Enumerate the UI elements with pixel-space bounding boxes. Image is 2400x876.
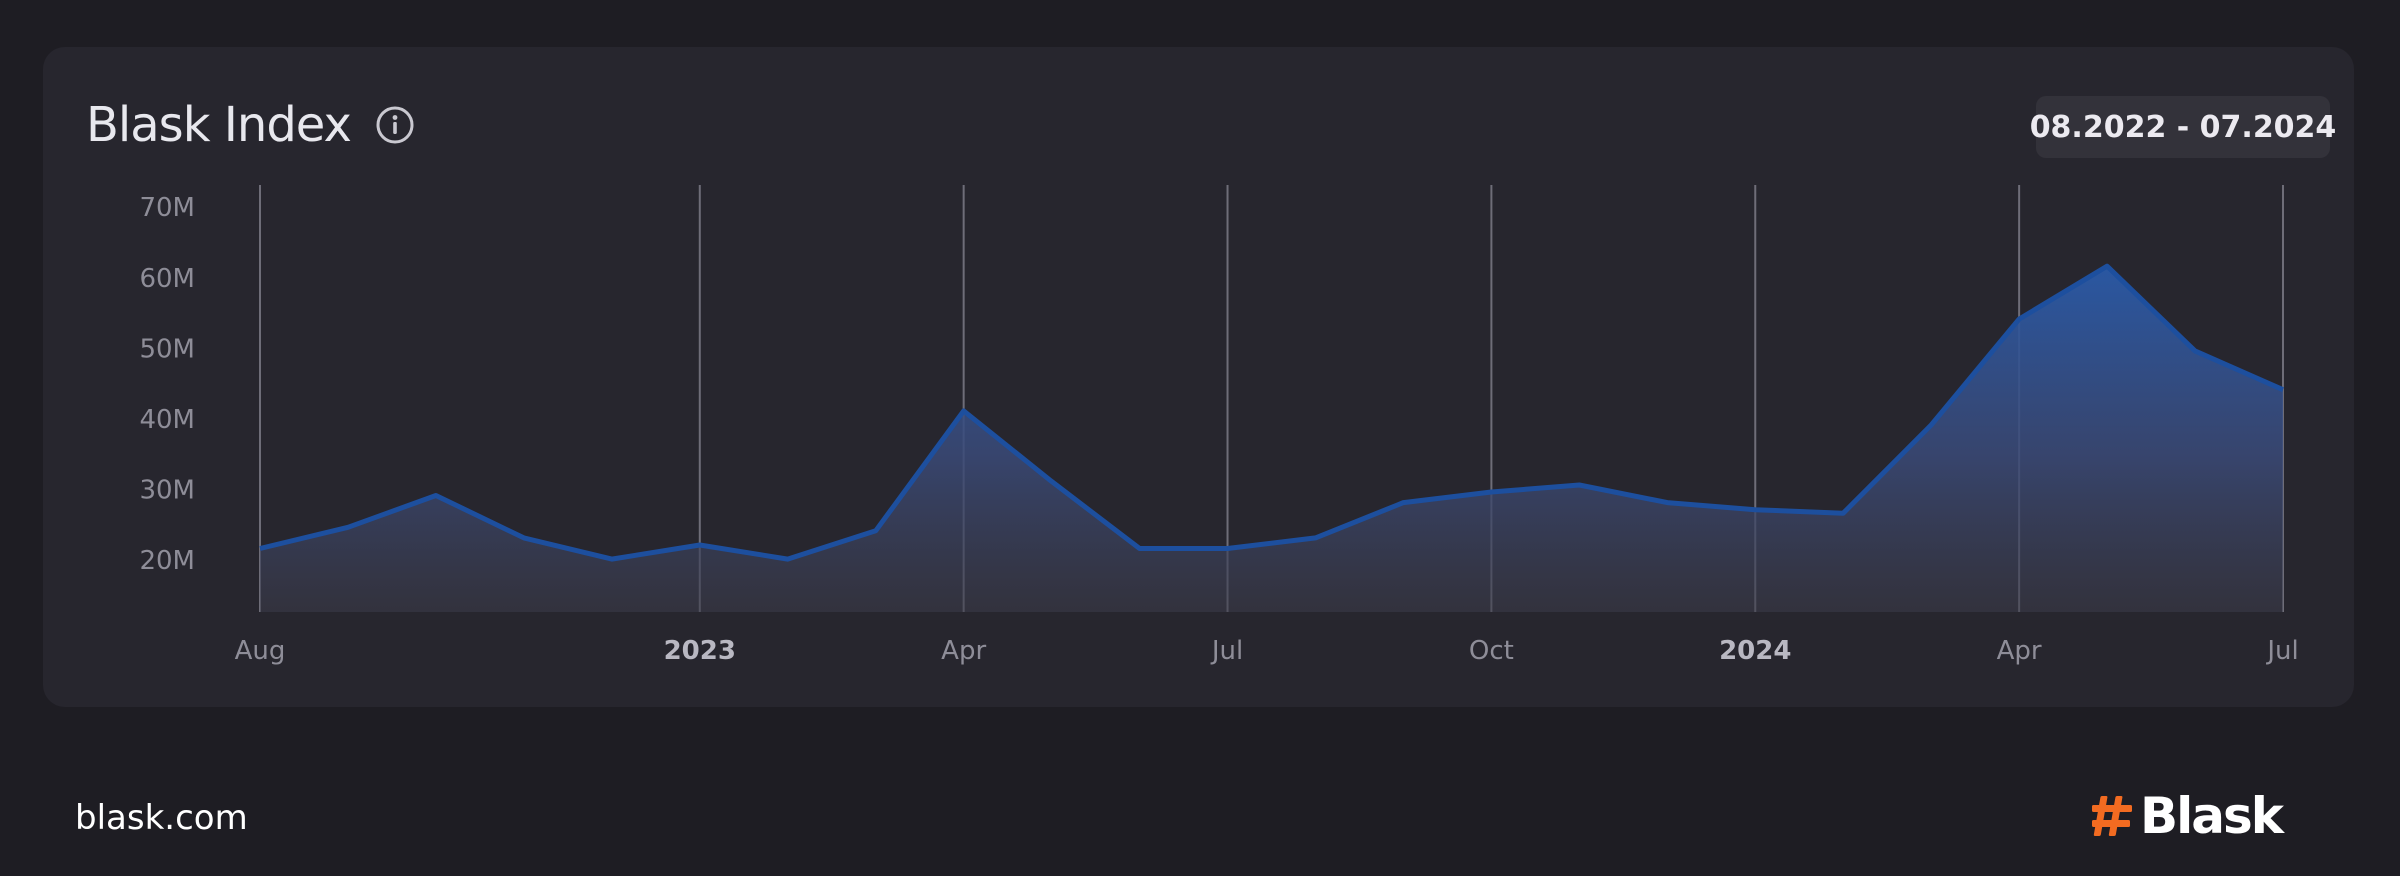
- y-tick-label: 50M: [139, 334, 195, 364]
- x-tick-label: 2023: [664, 636, 736, 666]
- x-tick-label: 2024: [1719, 636, 1791, 666]
- x-tick-label: Apr: [941, 636, 986, 666]
- x-axis-ticks: Aug 2023 Apr Jul Oct 2024 Apr Jul: [235, 636, 2299, 666]
- x-tick-label: Oct: [1469, 636, 1514, 666]
- y-tick-label: 70M: [139, 193, 195, 223]
- area-fill: [260, 266, 2283, 612]
- chart-title: Blask Index: [86, 97, 352, 153]
- y-tick-label: 40M: [139, 405, 195, 435]
- y-tick-label: 20M: [139, 546, 195, 576]
- logo-text: Blask: [2140, 787, 2284, 845]
- x-tick-label: Jul: [2265, 636, 2298, 666]
- info-icon[interactable]: [375, 105, 415, 145]
- x-tick-label: Apr: [1997, 636, 2042, 666]
- y-tick-label: 30M: [139, 475, 195, 505]
- footer-url[interactable]: blask.com: [75, 798, 248, 838]
- hash-logo-icon: [2092, 796, 2132, 836]
- blask-logo: Blask: [2092, 787, 2332, 845]
- x-tick-label: Aug: [235, 636, 286, 666]
- y-tick-label: 60M: [139, 264, 195, 294]
- y-axis-ticks: 20M 30M 40M 50M 60M 70M: [139, 193, 195, 576]
- date-range-button[interactable]: 08.2022 - 07.2024: [2030, 96, 2336, 158]
- x-tick-label: Jul: [1210, 636, 1243, 666]
- series-line: [259, 263, 2285, 562]
